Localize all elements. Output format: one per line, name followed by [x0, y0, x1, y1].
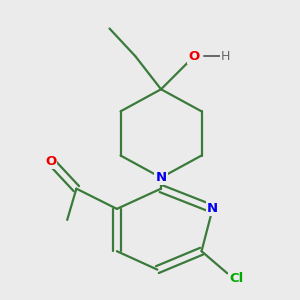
Text: O: O	[188, 50, 200, 63]
Text: O: O	[45, 154, 56, 167]
Text: N: N	[207, 202, 218, 215]
Text: H: H	[221, 50, 230, 63]
Text: N: N	[155, 171, 167, 184]
Text: Cl: Cl	[230, 272, 244, 285]
